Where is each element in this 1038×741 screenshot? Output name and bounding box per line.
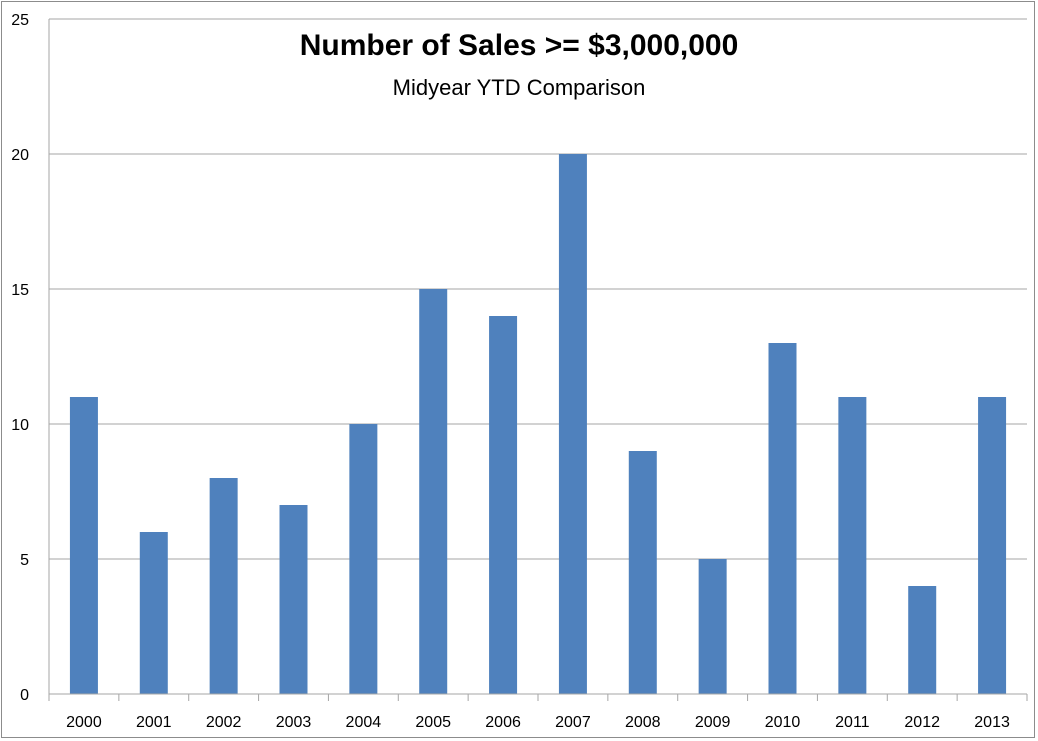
bar-2000 (69, 397, 98, 694)
x-tick-label: 2013 (974, 714, 1010, 731)
x-tick-label: 2008 (625, 714, 661, 731)
bars (69, 154, 1007, 694)
chart-subtitle: Midyear YTD Comparison (393, 75, 646, 100)
y-tick-label: 0 (20, 687, 29, 704)
bar-2001 (139, 532, 168, 694)
bar-2012 (908, 586, 937, 694)
x-tick-label: 2007 (555, 714, 591, 731)
y-tick-label: 15 (11, 282, 29, 299)
x-axis (48, 693, 1028, 701)
y-tick-label: 10 (11, 417, 29, 434)
x-tick-label: 2012 (904, 714, 940, 731)
bar-2004 (349, 424, 378, 694)
bar-2003 (279, 505, 308, 694)
bar-2007 (558, 154, 587, 694)
x-tick-label: 2004 (346, 714, 382, 731)
x-tick-label: 2011 (835, 714, 870, 731)
x-axis-tick-labels: 2000 2001 2002 2003 2004 2005 2006 2007 2008 2009… (66, 714, 1010, 731)
y-tick-label: 20 (11, 147, 29, 164)
x-tick-label: 2006 (485, 714, 521, 731)
chart-title: Number of Sales >= $3,000,000 (300, 29, 739, 62)
bar-2008 (628, 451, 657, 694)
bar-2002 (209, 478, 238, 694)
x-tick-label: 2000 (66, 714, 102, 731)
x-tick-label: 2003 (276, 714, 312, 731)
bar-2005 (419, 289, 448, 694)
gridlines (48, 18, 1027, 694)
bar-2009 (698, 559, 727, 694)
bar-2013 (978, 397, 1007, 694)
bar-2010 (768, 343, 797, 694)
bar-2006 (489, 316, 518, 694)
y-axis-tick-labels: 0 5 10 15 20 25 (11, 12, 29, 704)
x-tick-label: 2010 (765, 714, 801, 731)
y-tick-label: 25 (11, 12, 29, 29)
bar-2011 (838, 397, 867, 694)
x-tick-label: 2009 (695, 714, 731, 731)
x-tick-label: 2002 (206, 714, 242, 731)
x-tick-label: 2001 (136, 714, 172, 731)
x-tick-label: 2005 (415, 714, 451, 731)
y-tick-label: 5 (20, 552, 29, 569)
